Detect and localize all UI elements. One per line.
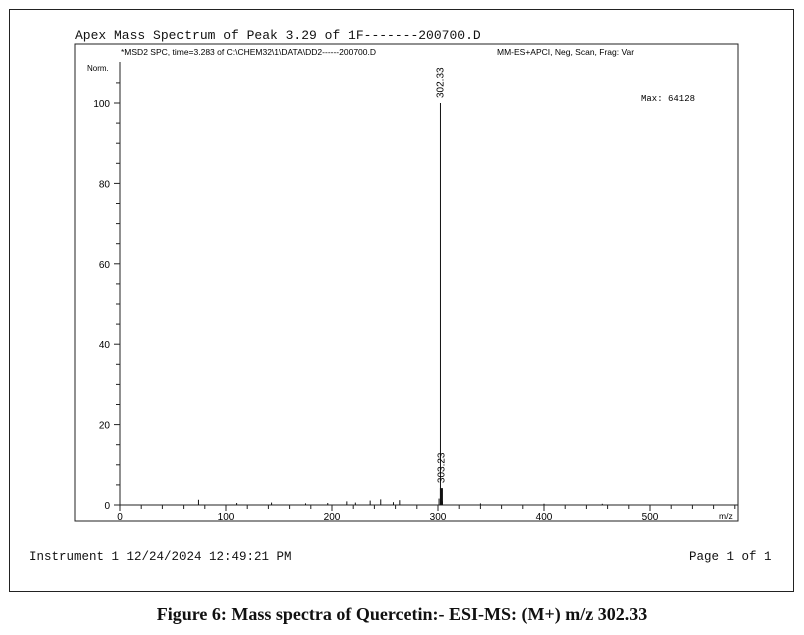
x-tick-label: 200 bbox=[324, 512, 341, 523]
figure-caption: Figure 6: Mass spectra of Quercetin:- ES… bbox=[156, 604, 648, 624]
spectrum-frame bbox=[9, 9, 794, 592]
peak-label: 302.33 bbox=[435, 67, 446, 98]
chart-title: Apex Mass Spectrum of Peak 3.29 of 1F---… bbox=[75, 28, 481, 43]
plot-box bbox=[74, 43, 739, 522]
x-tick-label: 500 bbox=[642, 512, 659, 523]
chart-header-left: *MSD2 SPC, time=3.283 of C:\CHEM32\1\DAT… bbox=[121, 47, 376, 57]
peaks: 302.33 303.23 bbox=[197, 67, 603, 505]
y-tick-label: 80 bbox=[99, 179, 111, 190]
y-tick-label: 40 bbox=[99, 340, 111, 351]
y-ticks: 0 20 40 60 80 100 bbox=[93, 82, 120, 512]
y-tick-label: 100 bbox=[93, 99, 110, 110]
x-tick-label: 100 bbox=[218, 512, 235, 523]
y-tick-label: 20 bbox=[99, 421, 111, 432]
x-axis-label: m/z bbox=[719, 511, 733, 521]
peak-label: 303.23 bbox=[436, 452, 447, 483]
y-tick-label: 60 bbox=[99, 260, 111, 271]
max-label: Max: 64128 bbox=[641, 94, 695, 104]
x-tick-label: 0 bbox=[117, 512, 123, 523]
y-tick-label: 0 bbox=[104, 501, 110, 512]
page-indicator: Page 1 of 1 bbox=[689, 550, 772, 564]
instrument-info: Instrument 1 12/24/2024 12:49:21 PM bbox=[29, 550, 292, 564]
x-ticks: 0 100 200 300 400 500 bbox=[117, 505, 736, 523]
chart-header-right: MM-ES+APCI, Neg, Scan, Frag: Var bbox=[497, 47, 634, 57]
x-tick-label: 400 bbox=[536, 512, 553, 523]
x-tick-label: 300 bbox=[430, 512, 447, 523]
y-axis-label: Norm. bbox=[87, 64, 109, 73]
